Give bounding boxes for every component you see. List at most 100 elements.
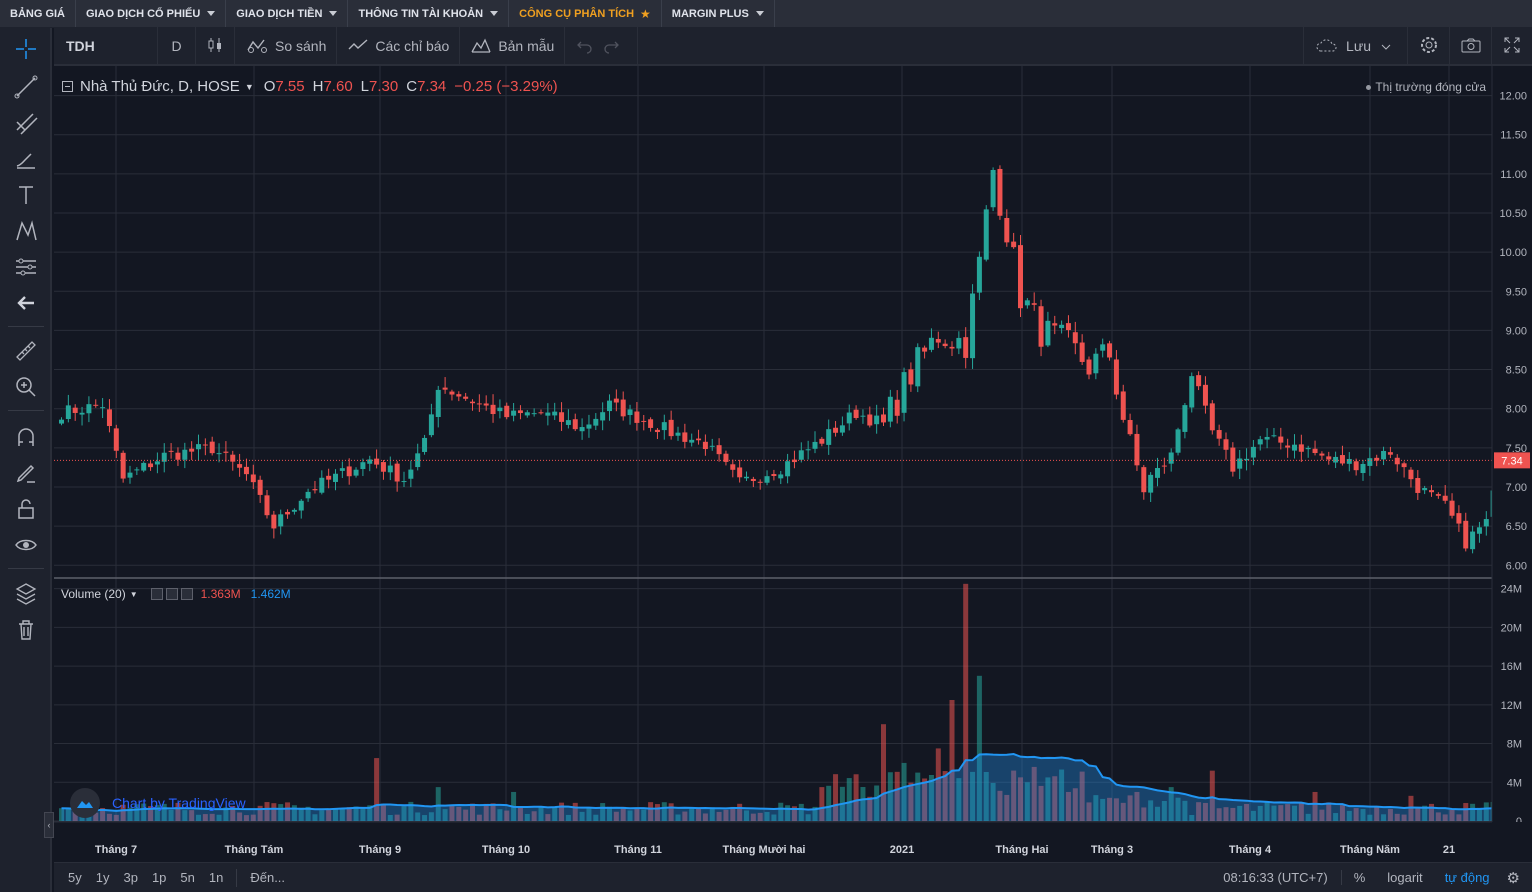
scroll-left-icon[interactable]: ‹ [44,812,54,838]
percent-toggle[interactable]: % [1340,870,1373,885]
templates-button[interactable]: Bản mẫu [460,27,566,65]
goto-date-button[interactable]: Đến... [250,870,286,885]
volume-bar [846,778,852,821]
candle-body [696,438,702,441]
volume-bar [798,803,804,821]
redo-icon[interactable] [601,36,627,57]
stay-in-drawing-icon[interactable] [10,458,42,488]
volume-bar [120,804,126,821]
nav-item-5[interactable]: MARGIN PLUS [662,0,775,27]
indicators-button[interactable]: Các chỉ báo [337,27,461,65]
status-dot-icon [1366,85,1372,91]
interval-button[interactable]: D [158,27,196,65]
candle-body [1374,457,1380,461]
range-5n[interactable]: 5n [180,870,195,885]
volume-bar [1449,809,1455,821]
volume-bar [997,790,1003,821]
volume-label[interactable]: Volume (20) [61,587,126,601]
brush-icon[interactable] [10,144,42,174]
scale-settings-gear-icon[interactable]: ⚙ [1506,869,1520,887]
volume-bar [1004,794,1010,821]
chart-area[interactable]: 12.00 11.50 11.00 10.50 10.00 9.50 9.00 8.50 8.0… [44,66,1532,892]
text-icon[interactable] [10,180,42,210]
volume-bar [223,807,229,821]
log-toggle[interactable]: logarit [1387,870,1423,885]
volume-bar [922,778,928,821]
settings-button[interactable] [1408,27,1450,65]
candle-body [1141,467,1147,493]
chart-toolbar: TDH D So sánh Các chỉ báo Bản mẫu Lưu [54,27,1532,66]
range-1y[interactable]: 1y [95,870,110,885]
snapshot-button[interactable] [1450,27,1492,65]
back-arrow-icon[interactable] [10,288,42,318]
pitchfork-icon[interactable] [10,108,42,138]
magnet-icon[interactable] [10,422,42,452]
auto-toggle[interactable]: tự động [1444,870,1490,885]
range-5y[interactable]: 5y [68,870,82,885]
candle-body [367,459,373,464]
price-volume-chart[interactable]: 12.00 11.50 11.00 10.50 10.00 9.50 9.00 8.50 8.0… [54,66,1532,862]
tradingview-watermark[interactable]: Chart by TradingView [70,788,246,818]
zoom-icon[interactable] [10,372,42,402]
volume-bar [1100,798,1106,821]
candle-body [778,474,784,479]
volume-bar [1456,814,1462,821]
volume-caret-icon[interactable]: ▼ [129,589,138,599]
ruler-icon[interactable] [10,336,42,366]
volume-bar [1264,802,1270,821]
volume-bar [490,803,496,821]
fullscreen-button[interactable] [1492,27,1532,65]
toolbar-divider [8,326,44,327]
volume-format-icon[interactable] [165,588,178,600]
compare-button[interactable]: So sánh [235,27,338,65]
symbol-search[interactable]: TDH [54,27,158,65]
nav-item-0[interactable]: BẢNG GIÁ [0,0,76,27]
nav-item-4[interactable]: CÔNG CỤ PHÂN TÍCH ★ [509,0,662,27]
pattern-icon[interactable] [10,216,42,246]
volume-bar [1367,814,1373,821]
star-icon[interactable]: ★ [640,6,651,21]
volume-bar [833,774,839,821]
nav-item-1[interactable]: GIAO DỊCH CỔ PHIẾU [76,0,227,27]
candle-body [243,466,249,475]
price-tick: 11.00 [1500,169,1527,181]
candle-body [1134,433,1140,466]
chart-type-button[interactable] [196,27,235,65]
drawing-toolbar [0,28,52,892]
candle-body [1209,403,1215,431]
candle-body [524,412,530,416]
object-tree-icon[interactable] [10,578,42,608]
nav-item-3[interactable]: THÔNG TIN TÀI KHOẢN [348,0,510,27]
range-3p[interactable]: 3p [123,870,138,885]
crosshair-icon[interactable] [10,34,42,64]
candle-body [531,413,537,415]
volume-bar [394,814,400,821]
price-tick: 9.00 [1506,325,1527,337]
collapse-icon[interactable] [62,81,73,92]
volume-bar [339,808,345,821]
toolbar-divider [8,568,44,569]
volume-remove-icon[interactable] [180,588,193,600]
candle-body [175,452,181,460]
range-1p[interactable]: 1p [151,870,167,885]
candle-body [1449,500,1455,516]
dropdown-caret-icon[interactable]: ▼ [244,81,254,92]
symbol-title[interactable]: Nhà Thủ Đức, D, HOSE [80,78,240,95]
candle-body [517,410,523,414]
undo-icon[interactable] [575,36,601,57]
volume-bar [874,785,880,821]
prediction-icon[interactable] [10,252,42,282]
lock-icon[interactable] [10,494,42,524]
candle-body [360,462,366,470]
trash-icon[interactable] [10,614,42,644]
save-button[interactable]: Lưu [1303,27,1408,65]
volume-settings-icon[interactable] [150,588,163,600]
candle-body [1004,218,1010,243]
candle-body [196,444,201,450]
eye-icon[interactable] [10,530,42,560]
range-1n[interactable]: 1n [208,870,224,885]
nav-item-2[interactable]: GIAO DỊCH TIỀN [226,0,349,27]
price-tick: 6.00 [1506,560,1527,572]
volume-bar [182,810,188,821]
trend-line-icon[interactable] [10,72,42,102]
